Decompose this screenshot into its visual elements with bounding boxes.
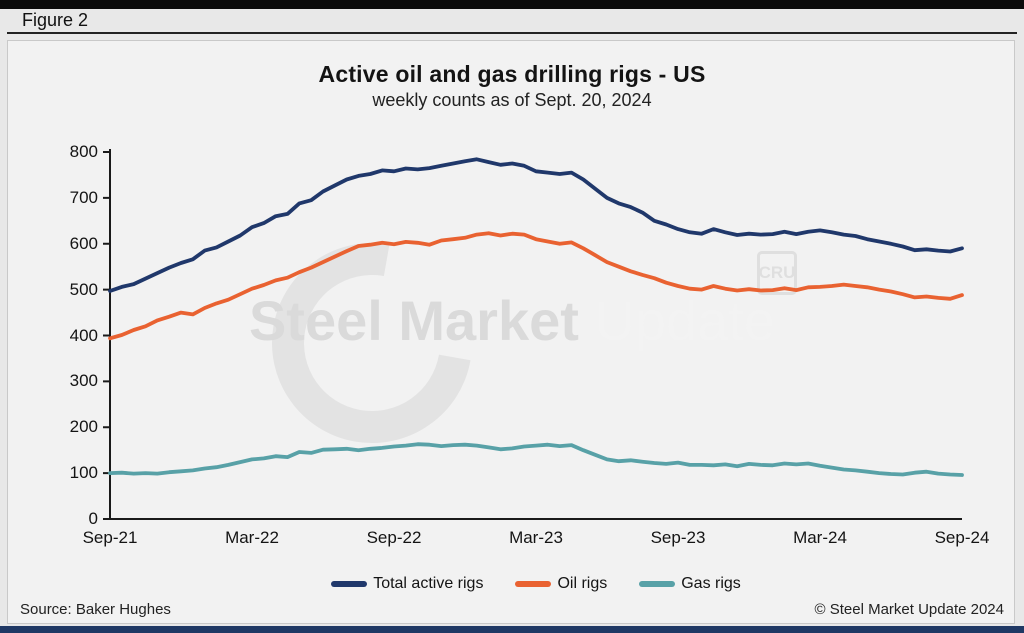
watermark-steel-market: Steel Market: [248, 289, 579, 352]
x-tick-label: Sep-23: [650, 528, 706, 547]
y-tick-label: 400: [69, 325, 98, 345]
legend-label: Oil rigs: [557, 575, 608, 592]
y-tick-label: 200: [69, 417, 98, 437]
legend-item: Gas rigs: [639, 575, 741, 593]
x-tick-label: Mar-24: [793, 528, 847, 547]
oil-rigs-line: [108, 231, 964, 341]
legend-label: Total active rigs: [373, 575, 484, 592]
gas-rigs-line: [108, 442, 964, 477]
watermark-update: Update: [594, 289, 776, 352]
legend-item: Oil rigs: [515, 575, 607, 593]
cru-logo-text: CRU: [758, 263, 796, 282]
chart-panel: [7, 40, 1015, 624]
y-tick-label: 700: [69, 187, 98, 207]
legend-swatch-icon: [639, 581, 676, 587]
legend: Total active rigs Oil rigs Gas rigs: [110, 575, 962, 593]
legend-swatch-icon: [331, 581, 368, 587]
x-tick-label: Sep-21: [82, 528, 138, 547]
header-divider: [7, 32, 1017, 34]
source-note: Source: Baker Hughes: [20, 601, 171, 618]
watermark-text: Steel Market Update: [0, 288, 1024, 353]
y-tick-label: 100: [69, 463, 98, 483]
x-tick-label: Mar-23: [509, 528, 563, 547]
figure-label: Figure 2: [22, 10, 89, 30]
x-tick-label: Sep-22: [366, 528, 422, 547]
y-tick-label: 500: [69, 279, 98, 299]
chart-subtitle: weekly counts as of Sept. 20, 2024: [372, 90, 652, 110]
x-tick-label: Mar-22: [225, 528, 279, 547]
chart-title: Active oil and gas drilling rigs - US: [318, 61, 706, 87]
bottom-navy-bar: [0, 626, 1024, 633]
y-tick-label: 800: [69, 142, 98, 161]
copyright-note: © Steel Market Update 2024: [814, 601, 1005, 618]
top-black-bar: [0, 0, 1024, 9]
legend-item: Total active rigs: [331, 575, 483, 593]
cru-logo-icon: CRU: [757, 251, 797, 295]
y-tick-label: 600: [69, 233, 98, 253]
y-tick-label: 300: [69, 371, 98, 391]
x-tick-label: Sep-24: [934, 528, 990, 547]
legend-label: Gas rigs: [681, 575, 741, 592]
legend-swatch-icon: [515, 581, 552, 587]
total-active-rigs-line: [108, 157, 964, 293]
y-tick-label: 0: [88, 509, 98, 528]
